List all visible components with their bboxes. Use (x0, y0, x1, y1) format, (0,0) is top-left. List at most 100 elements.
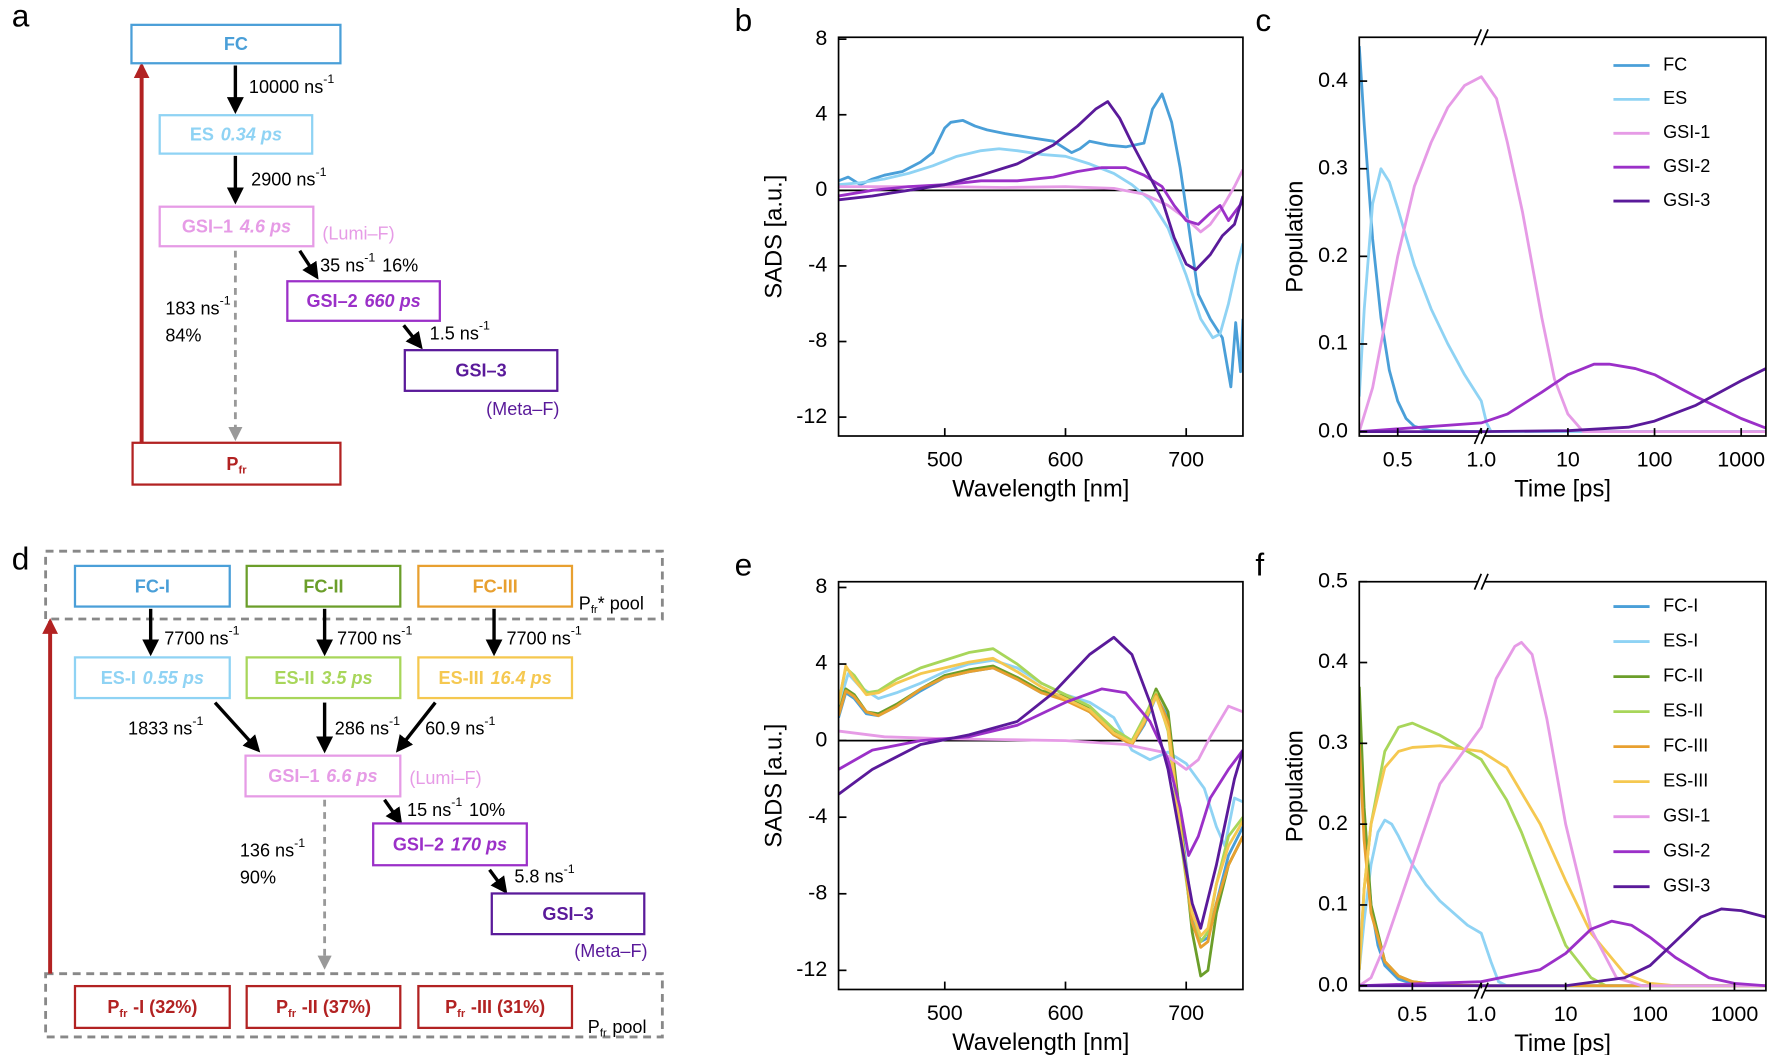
series-line (838, 168, 1243, 234)
pool-label: Pfr* pool (579, 593, 644, 616)
legend-label: FC-II (1663, 665, 1703, 685)
arrow (298, 249, 319, 280)
state-label-sub: fr (457, 1008, 466, 1020)
state-label-main: GSI–3 (455, 360, 506, 380)
series-line (838, 92, 1243, 389)
x-tick-label: 0.5 (1383, 448, 1413, 472)
rate-value: 60.9 ns (425, 718, 484, 738)
series-line (1359, 640, 1766, 988)
x-tick-label: 1.0 (1466, 448, 1496, 472)
y-axis-title: SADS [a.u.] (762, 724, 788, 848)
state-label-lifetime: 16.4 ps (491, 668, 552, 688)
arrow (383, 798, 403, 826)
series-line (1359, 818, 1766, 988)
y-tick-label: 0.0 (1318, 418, 1348, 442)
legend-label: FC (1663, 54, 1687, 74)
rate-percent: 10% (469, 800, 505, 820)
state-label-lifetime: 660 ps (364, 291, 420, 311)
axis-break (1473, 982, 1483, 999)
y-tick-label: 0.4 (1318, 649, 1348, 673)
x-tick-label: 100 (1632, 1002, 1668, 1026)
state-label: ES 0.34 ps (190, 124, 282, 144)
plot-frame (1358, 36, 1767, 437)
rate-label: 1833 ns-1 (128, 714, 203, 738)
x-axis-title: Wavelength [nm] (952, 476, 1129, 502)
state-label-main: FC (224, 34, 248, 54)
pool-label: Pfr pool (588, 1017, 647, 1040)
plot-frame (1358, 580, 1767, 992)
axis-break (1480, 427, 1489, 445)
state-label-main: P (226, 454, 238, 474)
axis-break (1473, 427, 1483, 445)
series-line (1359, 167, 1766, 434)
series-line (1359, 919, 1766, 988)
rate-exponent: -1 (192, 714, 203, 728)
y-tick-label: 8 (815, 574, 827, 598)
x-tick-label: 600 (1048, 1001, 1084, 1025)
state-label: GSI–1 6.6 ps (268, 766, 377, 786)
y-axis-title: Population (1282, 181, 1308, 293)
y-axis-title: Population (1282, 730, 1308, 842)
state-box (73, 984, 231, 1030)
series-line (838, 647, 1243, 944)
state-label-main: GSI–3 (542, 904, 593, 924)
state-label-sub: fr (288, 1008, 297, 1020)
state-box (245, 564, 402, 608)
state-box (158, 205, 315, 248)
y-tick-label: 4 (815, 101, 827, 125)
panel-letter: e (735, 546, 753, 582)
state-label-lifetime: 6.6 ps (326, 766, 377, 786)
state-label-rest: -I (32%) (133, 997, 197, 1017)
state-label-rest: -III (31%) (471, 997, 545, 1017)
pool-label-main: P (579, 593, 591, 613)
legend-label: FC-III (1663, 735, 1708, 755)
rate-percent: 90% (240, 868, 276, 888)
rate-label: 136 ns-1 (240, 836, 305, 860)
rate-label: 60.9 ns-1 (425, 714, 495, 738)
series-line (838, 666, 1243, 949)
y-tick-label: -8 (808, 880, 827, 904)
state-label-sub: fr (119, 1008, 128, 1020)
state-box (286, 280, 441, 322)
state-label-main: FC-II (303, 576, 343, 596)
x-tick-label: 700 (1168, 1001, 1204, 1025)
series-line (1359, 75, 1766, 434)
y-tick-label: 0 (815, 727, 827, 751)
pool-box (44, 972, 664, 1039)
series-line (1359, 721, 1766, 988)
state-label: Pfr -I (32%) (107, 997, 197, 1020)
state-box (245, 656, 402, 700)
state-box (490, 892, 646, 936)
rate-label: 2900 ns-1 (251, 165, 326, 189)
x-tick-label: 1.0 (1466, 1002, 1496, 1026)
rate-exponent: -1 (364, 251, 375, 265)
x-tick-label: 500 (927, 1001, 963, 1025)
state-label-main: ES-II (274, 668, 314, 688)
x-tick-label: 1000 (1711, 1002, 1759, 1026)
state-label: Pfr (226, 454, 247, 477)
x-axis-title: Time [ps] (1514, 1031, 1611, 1055)
rate-exponent: -1 (228, 624, 239, 638)
legend-label: GSI-2 (1663, 840, 1710, 860)
state-label-lifetime: 0.55 ps (143, 668, 204, 688)
state-label-lifetime: 0.34 ps (221, 124, 282, 144)
state-label: FC (224, 34, 248, 54)
rate-exponent: -1 (571, 624, 582, 638)
y-tick-label: -12 (796, 404, 827, 428)
x-tick-label: 700 (1168, 448, 1204, 472)
y-tick-label: 0.1 (1318, 331, 1348, 355)
arrow (402, 324, 423, 350)
rate-label: 286 ns-1 (335, 714, 400, 738)
state-label: FC-III (473, 576, 518, 596)
rate-exponent: -1 (323, 72, 334, 86)
legend-label: GSI-1 (1663, 122, 1710, 142)
series-line (1359, 744, 1766, 988)
legend-label: ES-II (1663, 700, 1703, 720)
rate-exponent: -1 (479, 319, 490, 333)
axis-break-gap (1477, 433, 1485, 439)
state-label: ES-I 0.55 ps (101, 668, 204, 688)
x-tick-label: 100 (1637, 448, 1673, 472)
state-note: (Lumi–F) (409, 768, 481, 788)
panel-letter: d (12, 541, 30, 577)
rate-label: 183 ns-1 (165, 294, 230, 318)
